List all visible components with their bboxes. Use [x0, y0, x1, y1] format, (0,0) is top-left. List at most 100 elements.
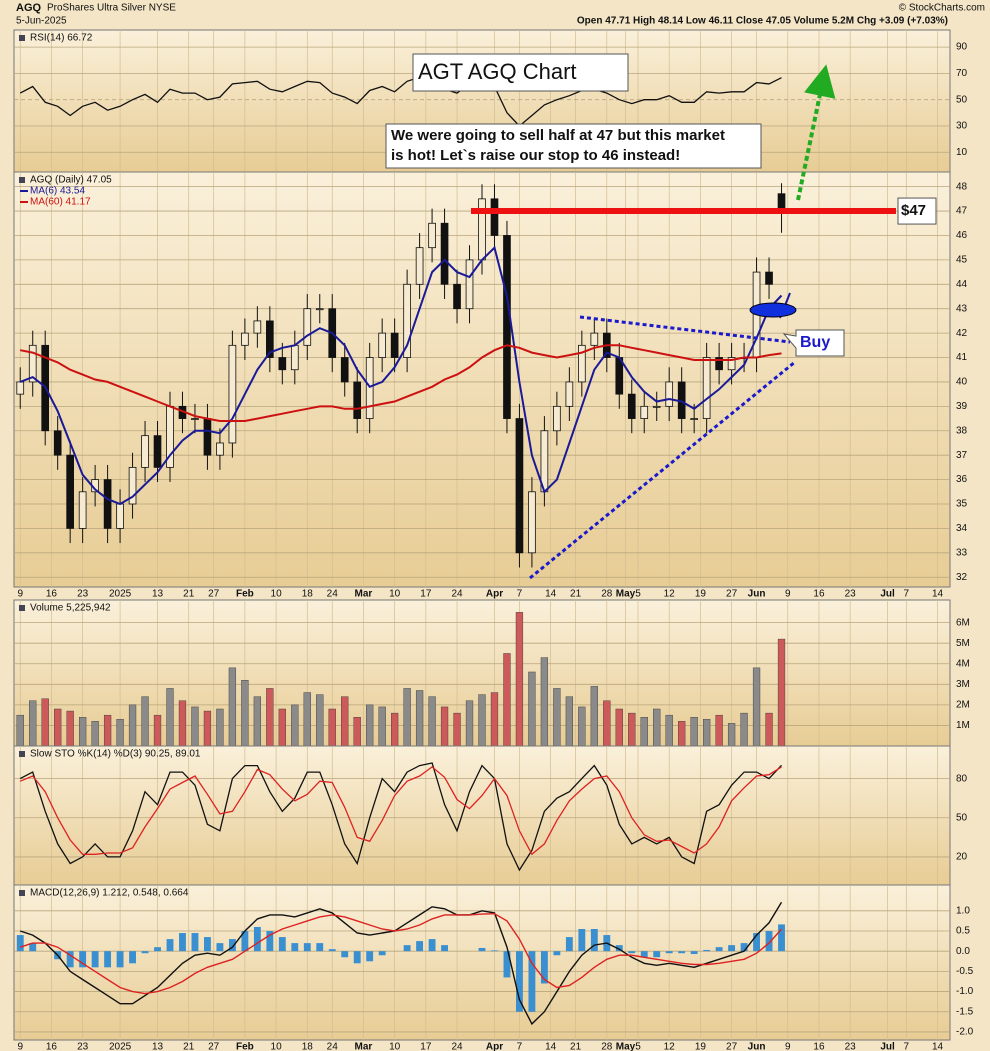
trendline [529, 360, 796, 580]
x-tick-label: Jun [748, 589, 766, 600]
volume-bar [403, 688, 411, 747]
volume-bar [278, 708, 286, 747]
candle-body [16, 381, 25, 395]
histogram-bar [116, 951, 124, 968]
x-tick-label: 23 [845, 1042, 857, 1051]
volume-bar [690, 717, 698, 747]
panel-label: Volume 5,225,942 [30, 603, 111, 614]
candle-body [565, 381, 574, 407]
volume-bar [79, 717, 87, 747]
series-line [19, 762, 782, 872]
y-tick-label: 39 [956, 401, 968, 412]
candle-body [191, 418, 199, 420]
panel-background [13, 884, 951, 1041]
histogram-bar [79, 951, 87, 968]
y-tick-label: 5M [956, 638, 970, 649]
candle-body [428, 222, 436, 249]
x-tick-label: Jul [880, 1042, 895, 1051]
histogram-bar [278, 937, 286, 952]
symbol: AGQ [16, 2, 42, 14]
y-tick-label: 45 [956, 255, 968, 266]
histogram-bar [29, 943, 37, 952]
candle-body [216, 442, 224, 456]
volume-bar [640, 717, 648, 747]
series-line [19, 766, 782, 856]
histogram-bar [241, 931, 249, 952]
volume-bar [503, 653, 511, 747]
x-tick-label: 16 [813, 589, 825, 600]
x-tick-label: Feb [236, 589, 254, 600]
security-name: ProShares Ultra Silver NYSE [47, 3, 176, 14]
x-tick-label: 5 [635, 1042, 641, 1051]
source: © StockCharts.com [899, 3, 985, 14]
histogram-bar [516, 951, 523, 1012]
volume-bar [378, 706, 386, 747]
volume-bar [266, 688, 274, 747]
panel-label: AGQ (Daily) 47.05 [30, 175, 112, 186]
candle-body [415, 247, 424, 285]
volume-bar [515, 612, 524, 747]
y-tick-label: 33 [956, 547, 968, 558]
buy-box [782, 329, 845, 357]
histogram-bar [553, 951, 561, 956]
x-tick-label: 24 [451, 1042, 463, 1051]
histogram-bar [129, 951, 136, 964]
candle-body [378, 332, 386, 358]
candle-body [453, 283, 461, 310]
x-tick-label: 10 [271, 1042, 283, 1051]
y-tick-label: 6M [956, 617, 970, 628]
histogram-bar [104, 951, 112, 968]
histogram-bar [665, 951, 673, 954]
candle-body [228, 344, 237, 444]
y-tick-label: 3M [956, 679, 970, 690]
y-tick-label: 40 [956, 377, 968, 388]
volume-bar [54, 708, 62, 747]
x-tick-label: 7 [904, 589, 910, 600]
x-tick-label: 10 [389, 1042, 401, 1051]
histogram-bar [628, 951, 636, 954]
x-tick-label: 14 [545, 589, 557, 600]
histogram-bar [491, 950, 498, 952]
histogram-bar [166, 939, 174, 952]
volume-bar [241, 679, 249, 747]
panel-icon [19, 177, 25, 183]
x-tick-label: 21 [570, 1042, 582, 1051]
volume-bar [116, 719, 124, 747]
x-tick-label: 21 [183, 589, 195, 600]
y-tick-label: 43 [956, 303, 968, 314]
volume-bar [628, 712, 636, 747]
x-tick-label: 16 [813, 1042, 825, 1051]
candle-body [590, 332, 599, 346]
title-box [412, 53, 629, 92]
x-tick-label: Jul [880, 589, 895, 600]
volume-bar [703, 719, 711, 747]
quote: Open 47.71 High 48.14 Low 46.11 Close 47… [577, 16, 948, 27]
candle-body [702, 357, 711, 419]
histogram-bar [403, 945, 411, 952]
price-label: $47 [901, 202, 926, 219]
candle-body [515, 418, 524, 554]
candle-body [503, 235, 511, 419]
y-tick-label: 50 [956, 812, 968, 823]
candle-body [640, 405, 649, 419]
histogram-bar [66, 951, 74, 968]
histogram-bar [353, 951, 361, 964]
panel-label: MACD(12,26,9) 1.212, 0.548, 0.664 [30, 888, 189, 899]
series-line [20, 344, 782, 422]
candle-body [478, 198, 486, 261]
x-tick-label: 18 [302, 1042, 314, 1051]
panel-icon [19, 35, 25, 41]
volume-bar [191, 706, 199, 747]
x-tick-label: 10 [389, 589, 401, 600]
y-tick-label: 44 [956, 279, 968, 290]
y-tick-label: 30 [956, 121, 968, 132]
volume-bar [553, 688, 561, 747]
legend-label: MA(6) 43.54 [30, 186, 85, 197]
y-tick-label: 36 [956, 474, 968, 485]
histogram-bar [366, 951, 374, 962]
x-tick-label: Apr [486, 1042, 503, 1051]
candle-body [53, 430, 62, 456]
histogram-bar [778, 924, 785, 952]
x-tick-label: 2025 [109, 1042, 132, 1051]
